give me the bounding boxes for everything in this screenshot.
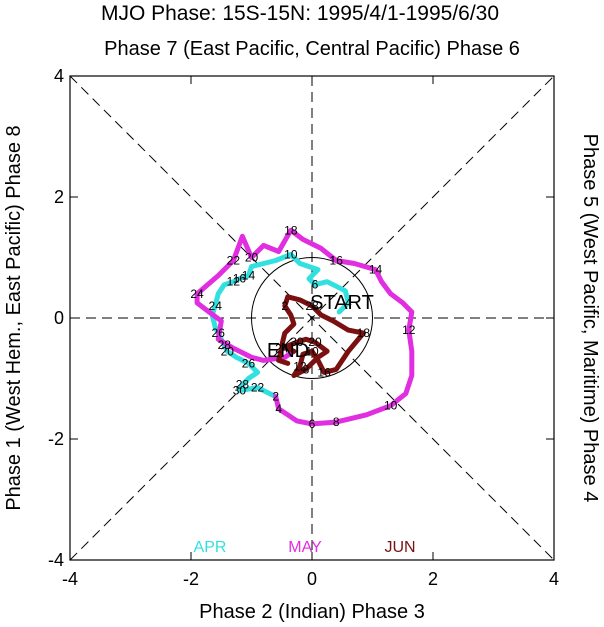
legend-entry-may: MAY xyxy=(288,539,322,556)
day-label: 8 xyxy=(333,415,340,429)
day-label: 10 xyxy=(384,399,398,413)
diagonal-guide-line xyxy=(69,75,555,561)
day-label: 24 xyxy=(190,287,204,301)
day-label: 24 xyxy=(275,341,289,355)
day-label: 14 xyxy=(369,263,383,277)
day-label: 24 xyxy=(209,299,223,313)
x-tick-label: 0 xyxy=(307,569,317,589)
day-label: 6 xyxy=(309,417,316,431)
day-label: 4 xyxy=(345,296,352,310)
day-label: 12 xyxy=(227,275,241,289)
chart-title: MJO Phase: 15S-15N: 1995/4/1-1995/6/30 xyxy=(101,2,499,25)
x-tick-label: -4 xyxy=(62,569,78,589)
day-label: 4 xyxy=(275,402,282,416)
day-label: 10 xyxy=(305,344,319,358)
series-line-jun xyxy=(276,294,366,378)
day-label: 16 xyxy=(233,272,247,286)
day-label: 28 xyxy=(218,338,232,352)
day-label: 28 xyxy=(305,299,319,313)
day-label: 30 xyxy=(290,335,304,349)
bottom-phase-label: Phase 2 (Indian) Phase 3 xyxy=(199,601,425,623)
y-tick-label: 4 xyxy=(54,66,64,86)
y-tick-label: 2 xyxy=(54,187,64,207)
day-label: 8 xyxy=(303,362,310,376)
legend-entry-jun: JUN xyxy=(384,539,415,556)
series-line-apr xyxy=(209,252,351,400)
day-label: 16 xyxy=(317,365,331,379)
day-label: 30 xyxy=(233,384,247,398)
left-phase-label: Phase 1 (West Hem., East Pacific) Phase … xyxy=(3,125,25,510)
day-label: 2 xyxy=(281,299,288,313)
day-label: 18 xyxy=(357,326,371,340)
end-label: END xyxy=(267,340,309,362)
day-label: 28 xyxy=(236,378,250,392)
y-tick-label: -4 xyxy=(48,550,64,570)
series-line-may xyxy=(194,227,415,427)
day-label: 20 xyxy=(221,344,235,358)
day-label: 20 xyxy=(308,335,322,349)
legend-entry-apr: APR xyxy=(194,539,227,556)
day-label: 16 xyxy=(330,254,344,268)
day-label: 26 xyxy=(242,356,256,370)
day-label: 18 xyxy=(284,223,298,237)
x-tick-label: -2 xyxy=(183,569,199,589)
top-phase-label: Phase 7 (East Pacific, Central Pacific) … xyxy=(104,38,520,60)
start-label: START xyxy=(310,292,374,314)
day-label: 26 xyxy=(212,326,226,340)
day-label: 10 xyxy=(284,247,298,261)
day-label: 22 xyxy=(227,254,241,268)
y-tick-label: -2 xyxy=(48,429,64,449)
day-label: 2 xyxy=(272,390,279,404)
day-label: 12 xyxy=(402,323,416,337)
day-label: 14 xyxy=(242,269,256,283)
day-label: 12 xyxy=(293,359,307,373)
day-label: 20 xyxy=(245,251,259,265)
right-phase-label: Phase 5 (West Pacific, Maritime) Phase 4 xyxy=(579,134,601,503)
x-tick-label: 4 xyxy=(549,569,559,589)
x-tick-label: 2 xyxy=(428,569,438,589)
unit-circle xyxy=(251,257,373,379)
day-label: 6 xyxy=(312,278,319,292)
y-tick-label: 0 xyxy=(54,308,64,328)
day-label: 22 xyxy=(251,381,265,395)
